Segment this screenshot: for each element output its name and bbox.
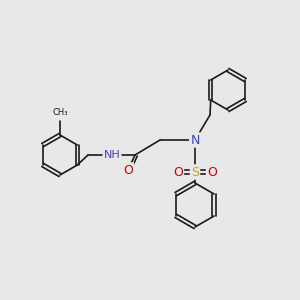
Text: O: O [207, 166, 217, 178]
Text: NH: NH [103, 150, 120, 160]
Text: S: S [191, 166, 199, 178]
Text: CH₃: CH₃ [52, 108, 68, 117]
Text: N: N [190, 134, 200, 146]
Text: O: O [173, 166, 183, 178]
Text: O: O [123, 164, 133, 176]
